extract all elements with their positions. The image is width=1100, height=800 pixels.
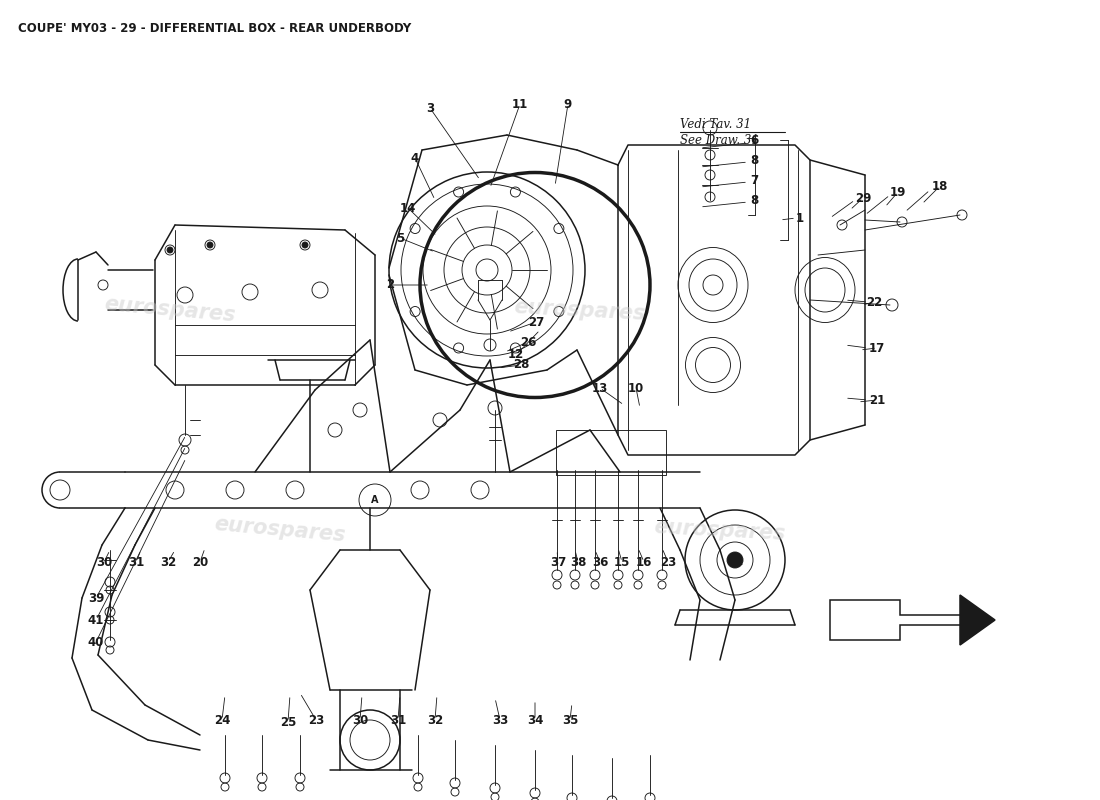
Text: 28: 28 xyxy=(513,358,529,371)
Text: 25: 25 xyxy=(279,715,296,729)
Text: eurospares: eurospares xyxy=(514,297,647,323)
Text: See Draw. 31: See Draw. 31 xyxy=(680,134,759,147)
Text: 34: 34 xyxy=(527,714,543,726)
Text: 19: 19 xyxy=(890,186,906,198)
Text: 22: 22 xyxy=(866,295,882,309)
Text: 17: 17 xyxy=(869,342,886,354)
Text: 32: 32 xyxy=(160,555,176,569)
Text: 23: 23 xyxy=(308,714,324,726)
Text: 6: 6 xyxy=(750,134,758,146)
Text: 4: 4 xyxy=(411,151,419,165)
Text: 12: 12 xyxy=(508,349,524,362)
Text: 11: 11 xyxy=(512,98,528,110)
Text: 8: 8 xyxy=(750,154,758,166)
Text: 30: 30 xyxy=(96,555,112,569)
Text: 37: 37 xyxy=(550,555,566,569)
Text: 21: 21 xyxy=(869,394,886,406)
Text: 36: 36 xyxy=(592,555,608,569)
Text: 31: 31 xyxy=(389,714,406,726)
Text: eurospares: eurospares xyxy=(103,294,236,326)
Text: 33: 33 xyxy=(492,714,508,726)
Text: 30: 30 xyxy=(352,714,368,726)
Text: 24: 24 xyxy=(213,714,230,726)
Text: COUPE' MY03 - 29 - DIFFERENTIAL BOX - REAR UNDERBODY: COUPE' MY03 - 29 - DIFFERENTIAL BOX - RE… xyxy=(18,22,411,35)
Text: 18: 18 xyxy=(932,179,948,193)
Text: 13: 13 xyxy=(592,382,608,394)
Text: 15: 15 xyxy=(614,555,630,569)
Text: 23: 23 xyxy=(660,555,676,569)
Text: 2: 2 xyxy=(386,278,394,291)
Text: 40: 40 xyxy=(88,635,104,649)
Text: A: A xyxy=(372,495,378,505)
Circle shape xyxy=(207,242,213,248)
Polygon shape xyxy=(960,595,996,645)
Polygon shape xyxy=(830,600,970,640)
Text: 8: 8 xyxy=(750,194,758,206)
Text: 35: 35 xyxy=(562,714,579,726)
Text: 16: 16 xyxy=(636,555,652,569)
Text: 29: 29 xyxy=(855,191,871,205)
Text: 14: 14 xyxy=(399,202,416,214)
Text: 9: 9 xyxy=(564,98,572,110)
Text: 41: 41 xyxy=(88,614,104,626)
Text: eurospares: eurospares xyxy=(213,514,346,546)
Text: Vedi Tav. 31: Vedi Tav. 31 xyxy=(680,118,751,131)
Text: 38: 38 xyxy=(570,555,586,569)
Text: 26: 26 xyxy=(520,335,536,349)
Text: 31: 31 xyxy=(128,555,144,569)
Text: A: A xyxy=(735,557,743,567)
Circle shape xyxy=(167,247,173,253)
Circle shape xyxy=(727,552,742,568)
Text: 20: 20 xyxy=(191,555,208,569)
Text: 1: 1 xyxy=(796,211,804,225)
Text: 39: 39 xyxy=(88,591,104,605)
Bar xyxy=(556,430,666,475)
Text: 5: 5 xyxy=(396,231,404,245)
Circle shape xyxy=(302,242,308,248)
Text: eurospares: eurospares xyxy=(653,517,786,543)
Text: 3: 3 xyxy=(426,102,434,114)
Text: 32: 32 xyxy=(427,714,443,726)
Text: 10: 10 xyxy=(628,382,645,394)
Text: 7: 7 xyxy=(750,174,758,186)
Text: 27: 27 xyxy=(528,315,544,329)
